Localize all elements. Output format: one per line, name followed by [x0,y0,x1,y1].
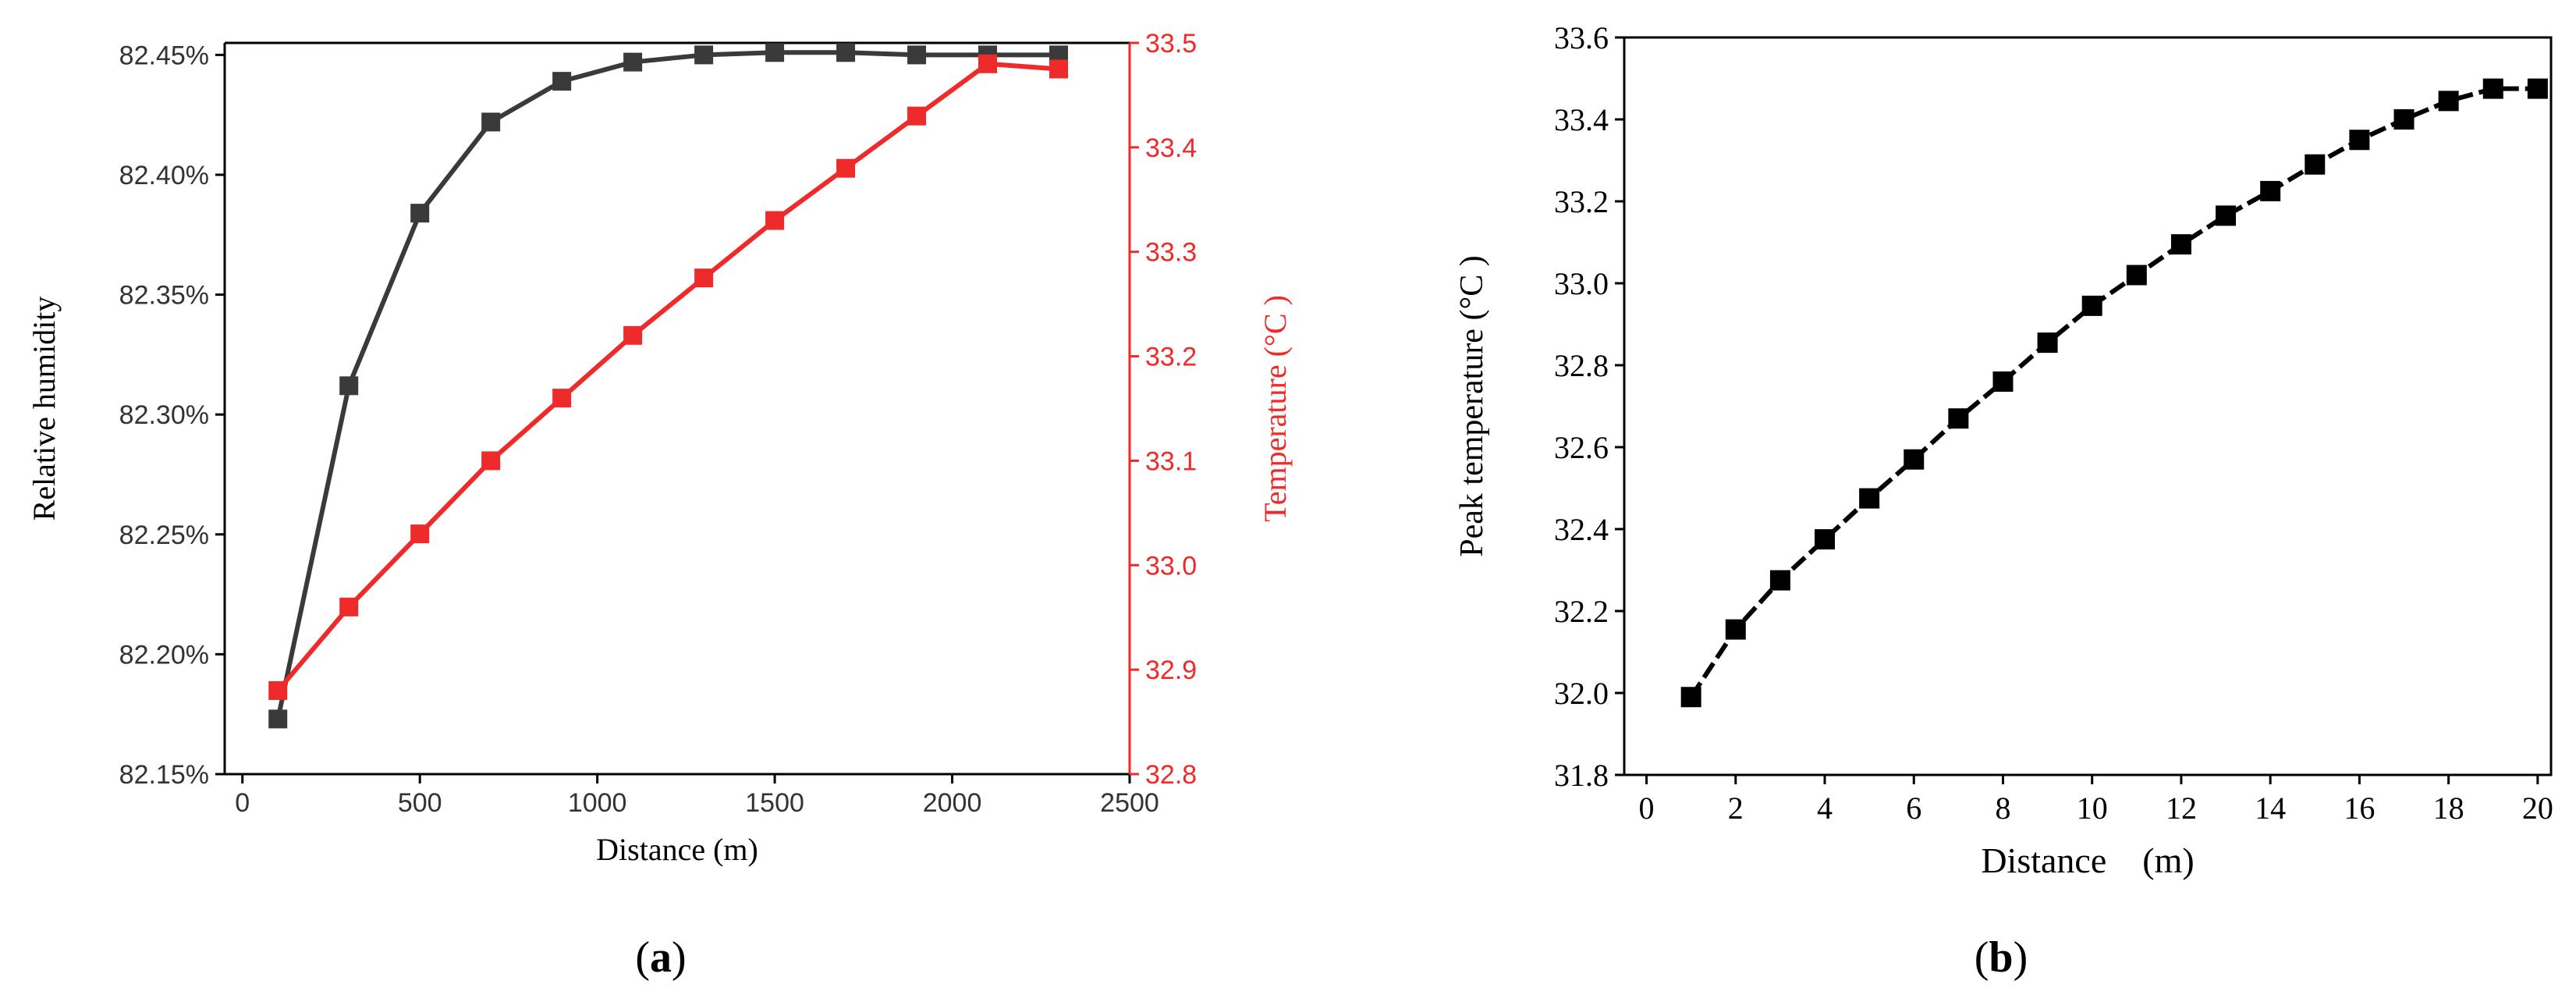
y2-tick-label: 33.5 [1145,29,1197,59]
temperature-point [268,680,288,700]
y-tick-label: 82.25% [119,521,209,550]
peak-temperature-point [2216,205,2237,226]
humidity-point [765,43,785,62]
y-tick-label: 82.35% [119,281,209,311]
humidity-point [694,45,714,65]
peak-temperature-point [2305,154,2326,175]
peak-temperature-point [1904,449,1925,470]
temperature-point [481,451,501,471]
peak-temperature-point [2170,234,2191,255]
y-tick-label: 32.0 [1554,676,1609,711]
peak-temperature-point [1769,570,1790,591]
y-tick-label: 82.40% [119,161,209,190]
x-tick-label: 500 [398,788,442,818]
x-tick-label: 6 [1906,791,1921,826]
y-tick-label: 33.6 [1554,20,1609,55]
peak-temperature-point [2349,130,2370,151]
peak-temperature-point [1725,619,1746,640]
x-axis-label: Distance (m) [596,832,758,867]
peak-temperature-point [1992,371,2014,392]
peak-temperature-point [2081,295,2102,316]
x-tick-label: 20 [2522,791,2553,826]
peak-temperature-point [2126,265,2147,286]
peak-temperature-point [2260,180,2281,201]
peak-temperature-point [2482,78,2503,99]
peak-temperature-point [1859,488,1880,509]
humidity-point [907,45,927,65]
humidity-point [268,709,288,729]
y-tick-label: 33.0 [1554,266,1609,301]
temperature-point [694,268,714,288]
x-tick-label: 2500 [1100,788,1159,818]
y-axis-label: Relative humidity [27,297,62,521]
temperature-point [978,54,998,73]
y2-tick-label: 33.0 [1145,551,1197,581]
y2-tick-label: 33.2 [1145,343,1197,372]
plot-frame [1623,36,2553,776]
temperature-point [765,211,785,230]
y2-tick-label: 33.3 [1145,238,1197,268]
y-tick-label: 32.6 [1554,430,1609,465]
panel-label-b: (b) [1975,933,2028,982]
humidity-point [339,376,359,396]
y2-tick-label: 32.9 [1145,656,1197,685]
peak-temperature-point [2438,91,2459,112]
humidity-point [410,204,430,223]
y-tick-label: 82.30% [119,400,209,430]
peak-temperature-point [2393,109,2415,130]
humidity-point [836,43,856,62]
humidity-series-line [275,50,1059,720]
y-tick-label: 32.8 [1554,348,1609,383]
x-tick-label: 1500 [745,788,804,818]
x-tick-label: 2 [1728,791,1744,826]
temperature-point [339,597,359,616]
peak-temperature-point [1680,687,1701,708]
humidity-point [623,52,643,72]
y-tick-label: 82.45% [119,41,209,70]
panel-label-a: (a) [635,933,686,982]
y-axis-label: Peak temperature (°C ) [1454,255,1490,556]
y-tick-label: 31.8 [1554,758,1609,793]
x-tick-label: 10 [2077,791,2108,826]
y-tick-label: 82.20% [119,640,209,670]
x-tick-label: 8 [1995,791,2010,826]
y2-axis-label: Temperature (°C ) [1258,295,1293,522]
x-tick-label: 12 [2166,791,2197,826]
peak-temperature-point [2527,78,2548,99]
x-tick-label: 14 [2255,791,2286,826]
temperature-point [1049,59,1069,79]
x-tick-label: 18 [2433,791,2464,826]
humidity-point [552,72,572,91]
x-tick-label: 0 [1639,791,1655,826]
peak-temperature-series-line [1689,86,2538,698]
temperature-point [836,158,856,178]
peak-temperature-point [2037,332,2058,354]
temperature-point [907,106,927,126]
y-tick-label: 32.4 [1554,512,1609,547]
chart-panel-b: 0 2 4 6 8 10 12 14 16 18 20 31.8 32.0 32.2 32.4 32.6 32.… [1454,20,2553,880]
x-axis-label: Distance (m) [1981,840,2194,880]
peak-temperature-point [1948,408,1969,429]
temperature-point [623,325,643,345]
y-tick-label: 82.15% [119,760,209,790]
y2-tick-label: 33.1 [1145,446,1197,476]
y2-tick-label: 32.8 [1145,760,1197,790]
y-tick-label: 33.2 [1554,184,1609,219]
y2-tick-label: 33.4 [1145,133,1197,163]
x-tick-label: 2000 [923,788,982,818]
temperature-series-line [275,61,1059,692]
x-tick-label: 4 [1817,791,1833,826]
chart-panel-a: 0 500 1000 1500 2000 2500 82.15% 82.20% 82.25% 82… [27,29,1293,867]
y-tick-label: 32.2 [1554,594,1609,629]
temperature-point [410,524,430,544]
x-tick-label: 16 [2344,791,2375,826]
x-tick-label: 1000 [568,788,627,818]
x-tick-label: 0 [235,788,250,818]
humidity-point [481,112,501,132]
y-tick-label: 33.4 [1554,102,1609,137]
peak-temperature-point [1815,529,1836,550]
temperature-point [552,389,572,408]
